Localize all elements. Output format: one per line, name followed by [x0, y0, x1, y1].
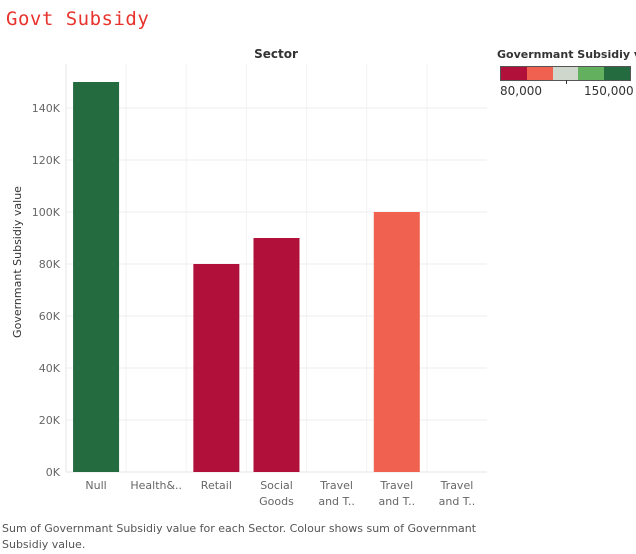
legend-max-label: 150,000 [584, 84, 634, 98]
legend-midpoint-tick [566, 80, 567, 84]
x-tick-label: Null [85, 479, 106, 492]
x-tick-label: and T.. [439, 495, 476, 508]
x-tick-label: Travel [319, 479, 353, 492]
legend-segment [526, 67, 553, 80]
x-tick-label: Health&.. [130, 479, 182, 492]
x-tick-label: and T.. [318, 495, 355, 508]
legend-segment [501, 67, 527, 80]
y-tick-label: 120K [32, 154, 61, 167]
x-tick-label: Goods [259, 495, 294, 508]
y-tick-label: 40K [39, 362, 61, 375]
y-tick-label: 60K [39, 310, 61, 323]
chart-caption: Sum of Governmant Subsidiy value for eac… [2, 522, 477, 551]
x-tick-label: and T.. [378, 495, 415, 508]
bar [373, 212, 420, 472]
x-tick-label: Travel [440, 479, 474, 492]
legend-min-label: 80,000 [500, 84, 542, 98]
y-tick-label: 140K [32, 102, 61, 115]
bar [253, 238, 300, 472]
y-tick-label: 20K [39, 414, 61, 427]
legend-title: Governmant Subsidiy v.. [497, 48, 636, 61]
page-title: Govt Subsidy [6, 8, 150, 30]
bar [73, 82, 120, 472]
legend-segment [604, 67, 630, 80]
legend-segment [552, 67, 579, 80]
color-legend-bar[interactable] [500, 66, 631, 81]
x-tick-label: Travel [379, 479, 413, 492]
legend-segment [578, 67, 605, 80]
y-tick-label: 0K [46, 466, 61, 479]
chart-column-header: Sector [254, 47, 298, 61]
x-tick-label: Social [260, 479, 293, 492]
x-tick-label: Retail [201, 479, 232, 492]
bar [193, 264, 240, 472]
y-tick-label: 100K [32, 206, 61, 219]
y-axis-title: Governmant Subsidiy value [11, 186, 24, 338]
y-tick-label: 80K [39, 258, 61, 271]
